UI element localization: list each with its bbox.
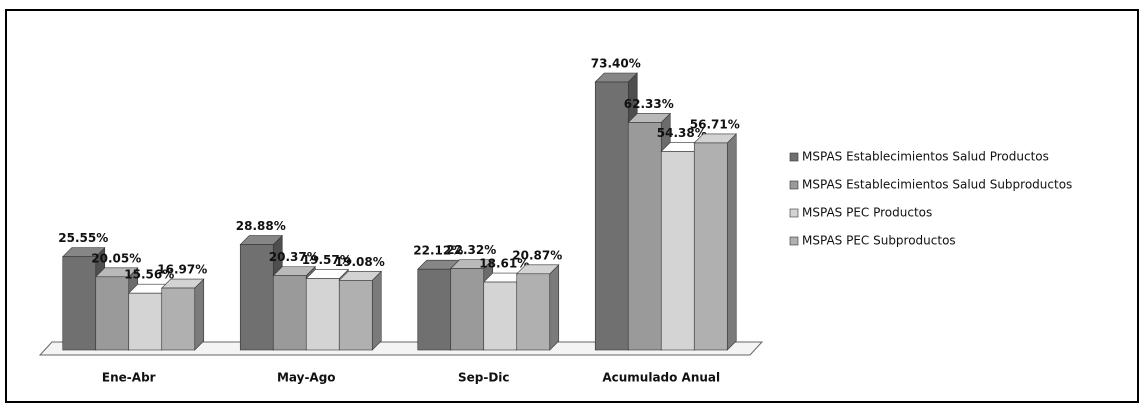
bar [450, 268, 485, 351]
legend-label: MSPAS Establecimientos Salud Productos [802, 150, 1049, 164]
bar [128, 292, 163, 351]
bar [660, 151, 695, 351]
value-label: 54.38% [657, 126, 707, 140]
value-label: 19.57% [302, 253, 352, 267]
bar-side [194, 278, 205, 351]
value-label: 56.71% [690, 117, 740, 131]
value-label: 19.08% [335, 255, 385, 269]
floor [38, 341, 764, 356]
bar [305, 278, 340, 351]
bar [483, 281, 518, 351]
value-label: 25.55% [58, 231, 108, 245]
value-label: 62.33% [624, 97, 674, 111]
legend-swatch [789, 208, 799, 218]
chart-frame [5, 9, 1139, 403]
x-tick-label: Ene-Abr [102, 371, 156, 385]
legend-label: MSPAS Establecimientos Salud Subproducto… [802, 178, 1072, 192]
value-label: 22.12% [413, 244, 463, 258]
bar [338, 280, 373, 351]
value-label: 20.87% [512, 248, 562, 262]
legend-label: MSPAS PEC Subproductos [802, 234, 956, 248]
legend-swatch [789, 180, 799, 190]
value-label: 20.05% [91, 251, 141, 265]
value-label: 22.32% [446, 243, 496, 257]
x-tick-label: Sep-Dic [458, 371, 510, 385]
legend-swatch [789, 236, 799, 246]
bar [161, 287, 196, 351]
value-label: 73.40% [591, 57, 641, 71]
value-label: 15.56% [124, 268, 174, 282]
bar [693, 142, 728, 351]
bar [516, 273, 551, 351]
value-label: 18.61% [479, 257, 529, 271]
value-label: 16.97% [157, 263, 207, 277]
bar [627, 122, 662, 351]
value-label: 20.37% [269, 250, 319, 264]
bar-side [371, 270, 382, 351]
value-label: 28.88% [236, 219, 286, 233]
x-tick-label: Acumulado Anual [602, 371, 720, 385]
bar [239, 244, 274, 351]
bar [594, 81, 629, 351]
x-tick-label: May-Ago [277, 371, 336, 385]
bar [62, 256, 97, 351]
bar [95, 276, 130, 351]
bar-side [549, 264, 560, 351]
legend-label: MSPAS PEC Productos [802, 206, 932, 220]
bar [272, 275, 307, 351]
bar [417, 268, 452, 351]
bar-side [726, 133, 737, 351]
legend-swatch [789, 152, 799, 162]
